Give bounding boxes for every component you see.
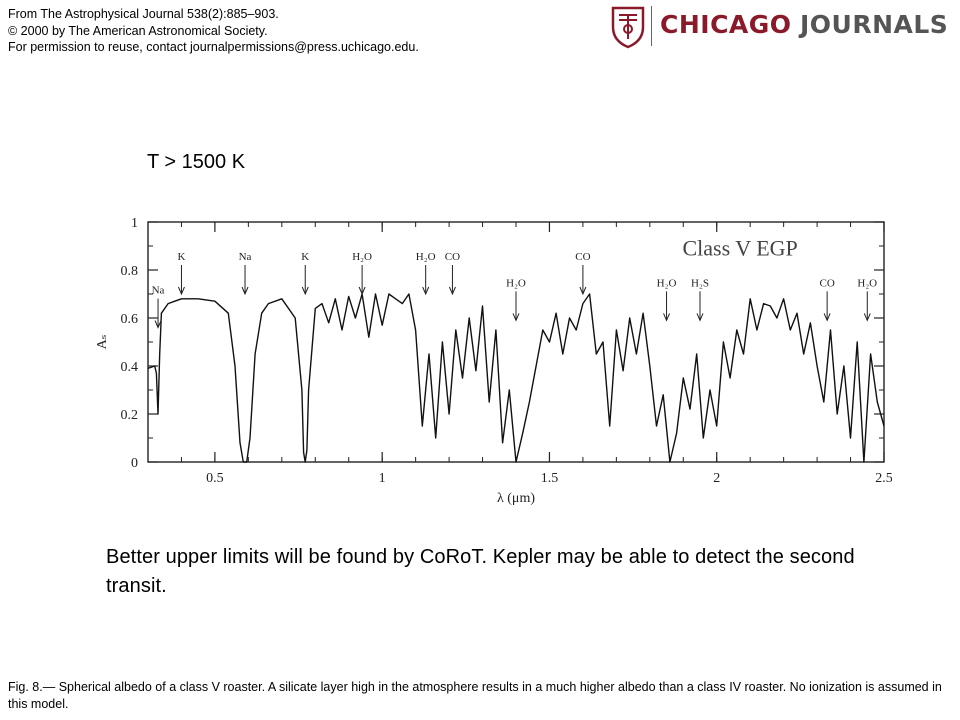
feature-label: K <box>177 251 185 263</box>
feature-arrowhead <box>422 286 430 296</box>
feature-arrowhead <box>448 286 456 296</box>
logo-divider <box>651 6 652 46</box>
albedo-series-line <box>147 293 885 463</box>
feature-arrowhead <box>358 286 366 296</box>
logo-wordmark: CHICAGO JOURNALS <box>660 8 948 42</box>
citation-line-copyright: © 2000 by The American Astronomical Soci… <box>8 23 268 38</box>
albedo-spectrum-svg: 0.5 1 1.5 2 2.5 0 0.2 0.4 0.6 0.8 1 λ (μm) Aₛ Class V… <box>95 216 893 506</box>
temperature-label: T > 1500 K <box>147 151 246 173</box>
feature-arrowhead <box>154 320 162 329</box>
feature-label: H₂O <box>657 277 677 289</box>
y-tick-label: 0.6 <box>121 312 139 327</box>
university-seal-icon <box>611 6 645 49</box>
citation-header: From The Astrophysical Journal 538(2):88… <box>8 6 419 56</box>
figure-caption: Fig. 8.— Spherical albedo of a class V r… <box>8 680 942 711</box>
feature-label: H₂O <box>506 277 526 289</box>
x-tick-label: 1.5 <box>541 471 559 486</box>
feature-arrowhead <box>663 313 671 322</box>
feature-arrowhead <box>579 286 587 296</box>
citation-line-permissions: For permission to reuse, contact journal… <box>8 40 419 54</box>
feature-arrowhead <box>823 313 831 322</box>
feature-arrowhead <box>512 313 520 322</box>
feature-arrowhead <box>241 286 249 296</box>
x-tick-label: 2 <box>713 471 720 486</box>
logo-word-journals: JOURNALS <box>800 10 949 39</box>
y-tick-label: 0.2 <box>121 408 139 423</box>
feature-label: H₂O <box>416 251 436 263</box>
y-axis-label: Aₛ <box>95 334 110 349</box>
x-tick-label: 0.5 <box>206 471 224 486</box>
feature-arrowhead <box>696 313 704 322</box>
feature-label: CO <box>445 251 460 263</box>
feature-arrowhead <box>177 286 185 296</box>
y-tick-label: 0 <box>131 456 138 471</box>
x-axis-label: λ (μm) <box>497 491 535 506</box>
feature-label: CO <box>575 251 590 263</box>
y-tick-label: 0.8 <box>121 264 139 279</box>
chart-title: Class V EGP <box>682 236 797 261</box>
feature-label: H₂O <box>352 251 372 263</box>
albedo-spectrum-chart: 0.5 1 1.5 2 2.5 0 0.2 0.4 0.6 0.8 1 λ (μm) Aₛ Class V… <box>72 208 893 508</box>
citation-line-journal: From The Astrophysical Journal 538(2):88… <box>8 7 279 21</box>
feature-label: CO <box>819 277 834 289</box>
logo-word-chicago: CHICAGO <box>660 10 792 39</box>
feature-arrowhead <box>863 313 871 322</box>
slide-body-text: Better upper limits will be found by CoR… <box>106 546 855 597</box>
chicago-journals-logo: CHICAGO JOURNALS <box>608 2 960 50</box>
feature-label: H₂O <box>857 277 877 289</box>
x-tick-label: 1 <box>379 471 386 486</box>
x-tick-label: 2.5 <box>875 471 892 486</box>
y-tick-label: 1 <box>131 216 138 231</box>
feature-label: Na <box>152 285 165 297</box>
feature-label: H₂S <box>691 277 709 289</box>
feature-label: K <box>301 251 309 263</box>
feature-arrowhead <box>301 286 309 296</box>
feature-label: Na <box>239 251 252 263</box>
y-tick-label: 0.4 <box>121 360 139 375</box>
